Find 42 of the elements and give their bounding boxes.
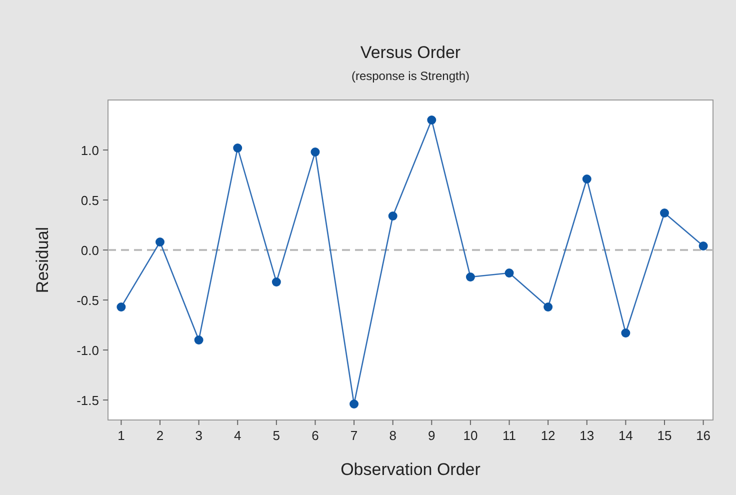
x-tick-label: 9 xyxy=(428,428,436,443)
y-axis-title: Residual xyxy=(33,226,52,294)
point xyxy=(233,144,242,152)
point xyxy=(698,242,708,250)
point xyxy=(116,302,126,312)
x-tick-label: 15 xyxy=(657,428,672,443)
x-tick-label: 4 xyxy=(234,428,242,443)
point xyxy=(388,212,398,220)
point xyxy=(621,328,630,338)
x-tick-label: 12 xyxy=(540,428,556,443)
x-tick-label: 10 xyxy=(463,428,478,443)
point xyxy=(350,400,359,408)
x-tick-label: 16 xyxy=(696,428,711,443)
x-tick-label: 6 xyxy=(312,428,319,443)
chart-subtitle: (response is Strength) xyxy=(351,69,470,83)
point xyxy=(466,272,475,282)
point xyxy=(427,116,436,124)
point xyxy=(194,336,204,344)
x-axis-title: Observation Order xyxy=(340,460,481,479)
y-tick-label: -1.0 xyxy=(76,343,99,358)
chart-title: Versus Order xyxy=(360,43,461,62)
point xyxy=(310,148,320,156)
point xyxy=(156,238,164,246)
point xyxy=(582,174,592,184)
x-tick-label: 13 xyxy=(580,428,594,443)
x-tick-label: 5 xyxy=(272,428,280,443)
x-tick-label: 7 xyxy=(350,428,358,443)
y-tick-label: -1.5 xyxy=(76,393,99,408)
x-tick-label: 11 xyxy=(502,428,516,443)
point xyxy=(272,278,281,286)
y-tick-label: 0.5 xyxy=(80,193,99,208)
x-tick-label: 14 xyxy=(618,428,633,443)
point xyxy=(504,268,514,278)
x-tick-label: 2 xyxy=(156,428,164,443)
x-tick-label: 8 xyxy=(389,428,396,443)
y-tick-label: 0.0 xyxy=(80,243,99,258)
x-tick-label: 1 xyxy=(118,428,125,443)
y-tick-label: 1.0 xyxy=(80,143,99,158)
x-tick-label: 3 xyxy=(195,428,202,443)
point xyxy=(660,208,669,218)
y-tick-label: -0.5 xyxy=(76,293,99,308)
point xyxy=(544,302,553,312)
